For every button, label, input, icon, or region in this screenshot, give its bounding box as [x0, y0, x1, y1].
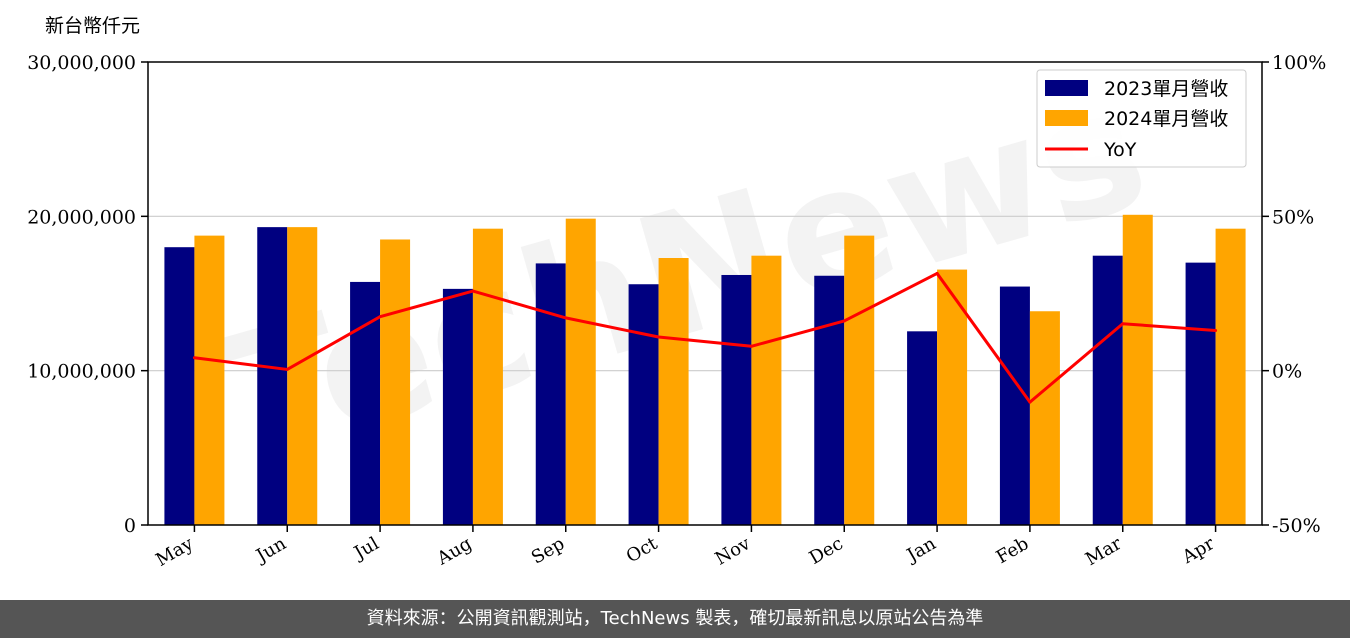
bar-2024 — [565, 218, 596, 526]
x-tick-label: Mar — [1082, 533, 1126, 570]
bar-2023 — [721, 274, 752, 525]
legend: 2023單月營收 2024單月營收 YoY — [1036, 69, 1247, 168]
bar-2024 — [194, 235, 225, 525]
x-tick-label: Sep — [528, 533, 568, 568]
yoy-point — [1028, 400, 1032, 404]
bar-2024 — [751, 255, 782, 525]
yoy-point — [564, 316, 568, 320]
x-tick-label: May — [152, 533, 197, 571]
y-tick-label: 10,000,000 — [27, 361, 136, 383]
bar-2023 — [814, 275, 845, 525]
source-footer: 資料來源：公開資訊觀測站，TechNews 製表，確切最新訊息以原站公告為準 — [0, 600, 1350, 638]
y2-tick-label: 0% — [1272, 361, 1302, 383]
yoy-point — [192, 356, 196, 360]
bar-2023 — [999, 286, 1030, 525]
yoy-point — [842, 319, 846, 323]
bar-2023 — [1185, 262, 1216, 525]
bar-2023 — [535, 263, 566, 525]
bar-2024 — [658, 258, 689, 525]
bar-2024 — [287, 227, 318, 526]
legend-label: YoY — [1103, 139, 1137, 161]
bar-2023 — [1092, 255, 1123, 525]
y2-tick-label: 100% — [1272, 52, 1326, 74]
yoy-point — [1214, 329, 1218, 333]
y-tick-label: 0 — [124, 515, 136, 537]
x-tick-label: Jan — [902, 533, 940, 567]
legend-box — [1036, 69, 1247, 168]
bar-2024 — [844, 235, 875, 525]
y2-tick-label: -50% — [1272, 515, 1321, 537]
bar-2024 — [937, 269, 968, 525]
bar-2024 — [380, 239, 411, 525]
yoy-point — [749, 344, 753, 348]
x-tick-label: Feb — [993, 533, 1033, 568]
x-tick-label: Dec — [806, 533, 847, 569]
yoy-point — [285, 367, 289, 371]
y-tick-label: 20,000,000 — [27, 206, 136, 228]
x-tick-label: Nov — [712, 533, 755, 570]
y-tick-label: 30,000,000 — [27, 52, 136, 74]
yoy-point — [935, 271, 939, 275]
y-axis-unit-label: 新台幣仟元 — [45, 15, 140, 37]
bar-2023 — [164, 247, 195, 525]
bar-2024 — [1122, 214, 1153, 526]
bar-2024 — [1215, 228, 1246, 525]
x-tick-label: Apr — [1178, 533, 1218, 568]
bar-2023 — [907, 331, 938, 525]
bar-2023 — [442, 288, 473, 525]
bar-2024 — [472, 228, 503, 525]
bar-2023 — [257, 227, 288, 526]
yoy-point — [471, 289, 475, 293]
yoy-point — [378, 315, 382, 319]
legend-label: 2023單月營收 — [1104, 78, 1228, 100]
grid-lines — [148, 215, 1262, 372]
x-tick-label: Aug — [433, 533, 476, 570]
bars — [164, 214, 1246, 526]
x-tick-label: Jul — [349, 533, 383, 565]
legend-swatch — [1045, 110, 1088, 126]
legend-label: 2024單月營收 — [1104, 108, 1228, 130]
y2-tick-label: 50% — [1272, 206, 1314, 228]
yoy-point — [1121, 322, 1125, 326]
yoy-line-layer — [192, 271, 1218, 404]
bar-2024 — [1029, 311, 1060, 525]
x-tick-label: Oct — [623, 533, 662, 568]
bar-2023 — [628, 284, 659, 525]
revenue-chart: 新台幣仟元 TechNews 010,000,00020,000,00030,0… — [27, 15, 1326, 571]
x-tick-label: Jun — [251, 533, 290, 568]
plot-frame — [147, 61, 1263, 526]
legend-swatch — [1045, 80, 1088, 96]
yoy-point — [657, 335, 661, 339]
bar-2023 — [350, 281, 381, 525]
yoy-line — [194, 271, 1216, 404]
